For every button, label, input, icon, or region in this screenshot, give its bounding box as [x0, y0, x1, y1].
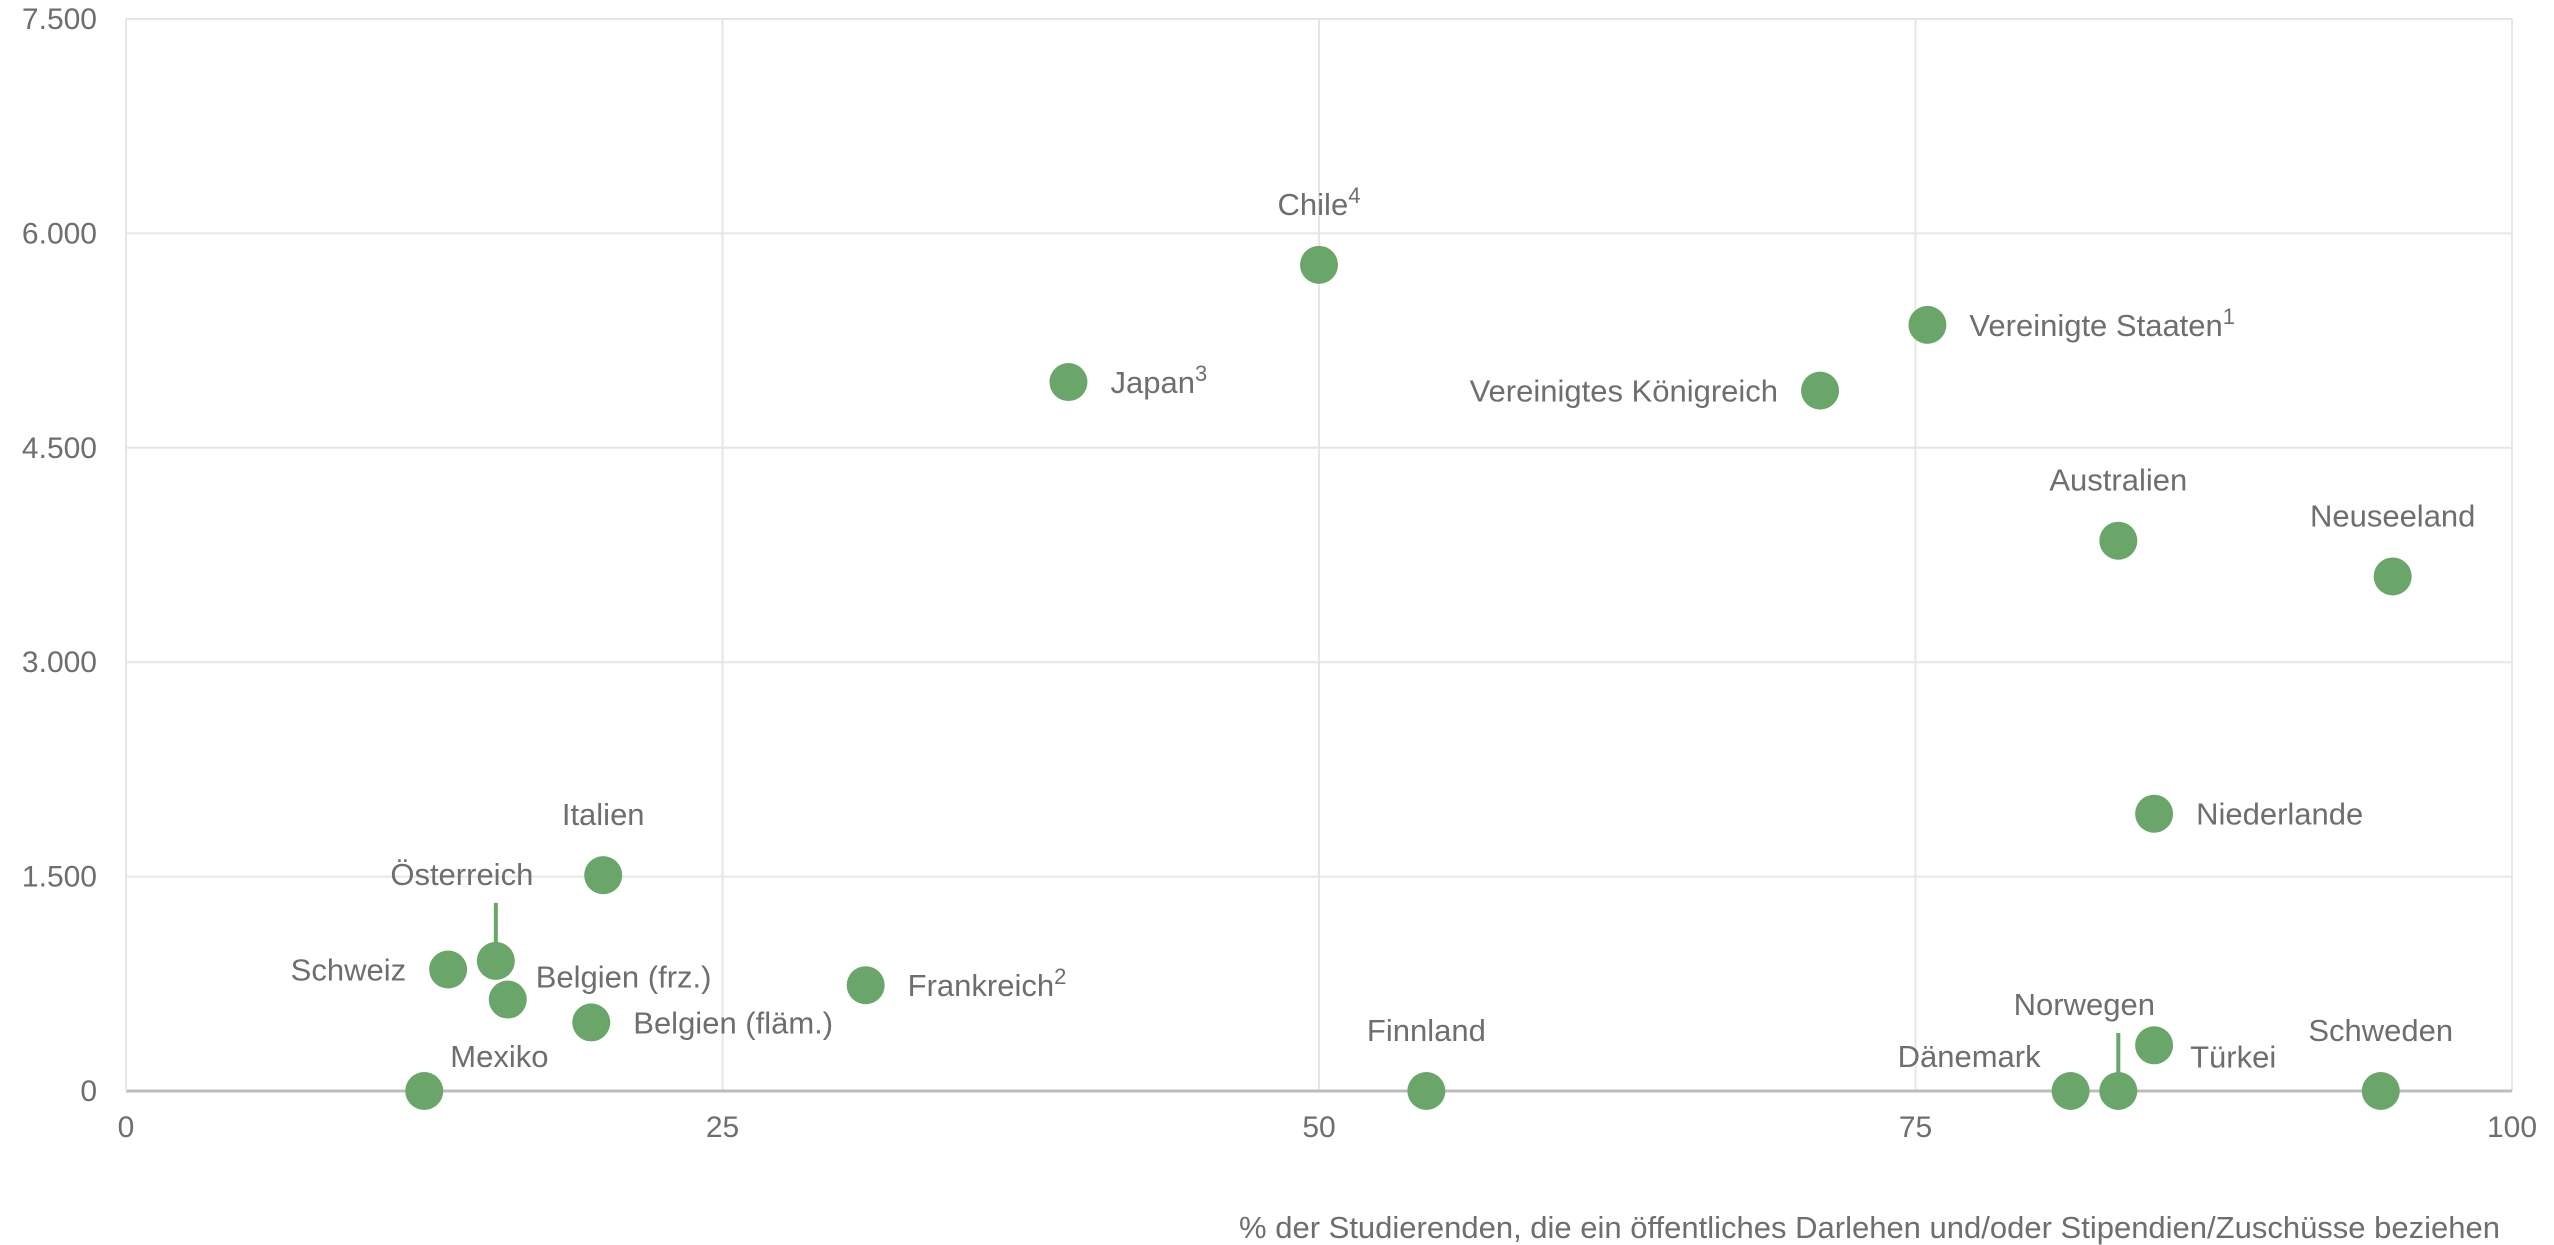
- data-point: [2099, 1072, 2138, 1110]
- x-tick-label: 25: [706, 1111, 739, 1144]
- data-point-label: Neuseeland: [2310, 498, 2475, 533]
- data-point: [429, 950, 468, 989]
- tick-labels: 0 1.500 3.000 4.500 6.000 7.500 0 25 50 75 100: [22, 3, 2537, 1144]
- data-point: [1049, 363, 1088, 402]
- data-point-label-name: Chile: [1278, 187, 1349, 222]
- data-point-label: Norwegen: [2014, 987, 2155, 1022]
- data-point: [2051, 1072, 2090, 1110]
- data-point-label-name: Japan: [1110, 365, 1194, 400]
- x-axis-title: % der Studierenden, die ein öffentliches…: [1239, 1210, 2500, 1245]
- data-point: [2373, 557, 2412, 596]
- data-point-label: Mexiko: [450, 1039, 548, 1074]
- data-point: [1300, 245, 1338, 284]
- data-point-label: Vereinigte Staaten1: [1969, 304, 2235, 343]
- data-point-label: Japan3: [1110, 361, 1207, 400]
- data-point-label-name: Norwegen: [2014, 987, 2155, 1022]
- data-point-label: Schweden: [2308, 1013, 2453, 1048]
- data-point-label: Niederlande: [2196, 797, 2363, 832]
- data-point: [1407, 1072, 1446, 1110]
- data-point: [2361, 1072, 2400, 1110]
- data-point-label-name: Vereinigtes Königreich: [1470, 374, 1778, 409]
- data-point: [572, 1003, 611, 1042]
- y-tick-label: 1.500: [22, 861, 97, 894]
- data-point-label-name: Schweiz: [291, 953, 406, 988]
- data-point-label: Australien: [2049, 463, 2187, 498]
- data-point: [405, 1072, 444, 1110]
- data-point: [2135, 1026, 2174, 1065]
- y-tick-label: 7.500: [22, 3, 97, 36]
- data-point-label-name: Vereinigte Staaten: [1969, 308, 2222, 343]
- data-point-label: Türkei: [2190, 1039, 2276, 1074]
- data-point-label: Dänemark: [1898, 1039, 2041, 1074]
- x-tick-label: 75: [1899, 1111, 1932, 1144]
- x-tick-label: 100: [2487, 1111, 2537, 1144]
- y-tick-label: 6.000: [22, 217, 97, 250]
- data-point-label: Chile4: [1278, 183, 1361, 222]
- y-tick-label: 0: [80, 1075, 97, 1108]
- data-point: [1801, 371, 1840, 410]
- data-point-label-name: Schweden: [2308, 1013, 2453, 1048]
- data-point-label-name: Türkei: [2190, 1039, 2276, 1074]
- data-point-label-name: Belgien (frz.): [536, 960, 712, 995]
- data-point-label-name: Italien: [562, 797, 645, 832]
- data-point-label: Vereinigtes Königreich: [1470, 374, 1778, 409]
- data-point: [1908, 305, 1947, 344]
- data-point-label-name: Belgien (fläm.): [633, 1005, 833, 1040]
- data-point: [2135, 794, 2174, 833]
- y-tick-label: 4.500: [22, 432, 97, 465]
- footnote-superscript: 3: [1195, 361, 1207, 386]
- data-point-label: Belgien (frz.): [536, 960, 712, 995]
- gridlines: [126, 18, 2513, 1091]
- data-point-label: Finnland: [1367, 1013, 1486, 1048]
- x-tick-label: 50: [1302, 1111, 1335, 1144]
- data-point-label-name: Dänemark: [1898, 1039, 2041, 1074]
- x-tick-label: 0: [118, 1111, 135, 1144]
- data-point-label-name: Österreich: [390, 857, 533, 892]
- footnote-superscript: 4: [1348, 183, 1360, 208]
- data-point-label: Österreich: [390, 857, 533, 892]
- data-point-label-name: Australien: [2049, 463, 2187, 498]
- data-point-label-name: Mexiko: [450, 1039, 548, 1074]
- data-point: [488, 980, 527, 1019]
- data-point-label: Italien: [562, 797, 645, 832]
- footnote-superscript: 2: [1054, 964, 1066, 989]
- footnote-superscript: 1: [2223, 304, 2235, 329]
- data-point-label: Schweiz: [291, 953, 406, 988]
- data-point: [2099, 521, 2138, 560]
- data-point: [584, 856, 623, 895]
- y-tick-label: 3.000: [22, 646, 97, 679]
- data-point-label: Frankreich2: [908, 964, 1067, 1003]
- data-point: [476, 941, 515, 980]
- data-point-label-name: Frankreich: [908, 968, 1054, 1003]
- data-point-label-name: Neuseeland: [2310, 498, 2475, 533]
- data-point-label: Belgien (fläm.): [633, 1005, 833, 1040]
- data-point: [846, 966, 885, 1005]
- data-point-label-name: Finnland: [1367, 1013, 1486, 1048]
- data-point-label-name: Niederlande: [2196, 797, 2363, 832]
